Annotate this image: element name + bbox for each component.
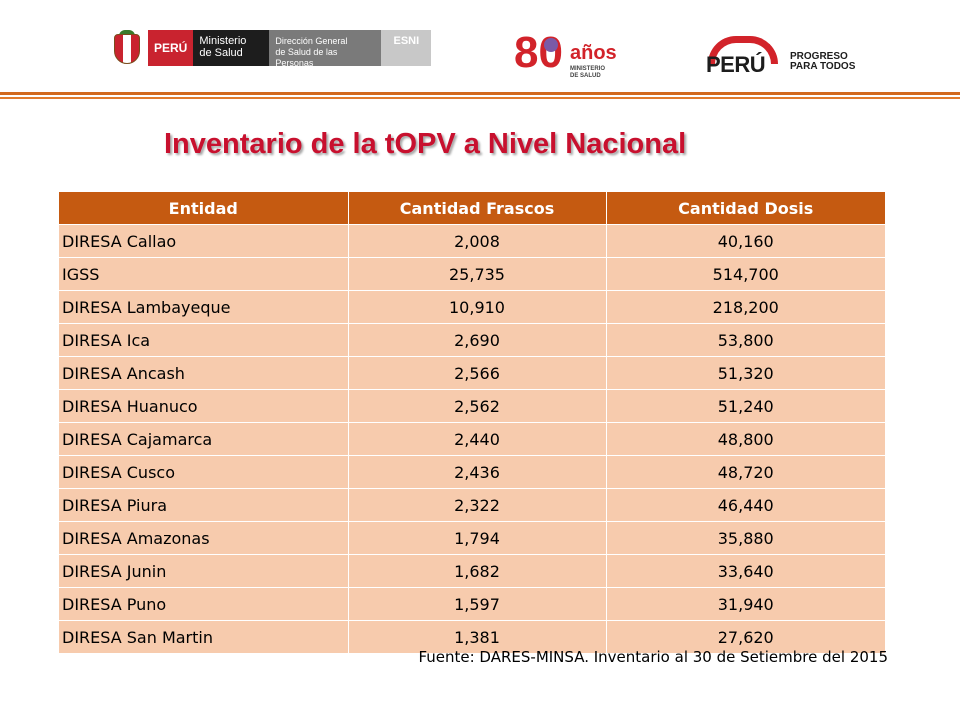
header-divider <box>0 92 960 102</box>
minsa-direction-label: Dirección General de Salud de las Person… <box>269 30 382 68</box>
anniversary-number: 80 <box>514 28 563 77</box>
page-title: Inventario de la tOPV a Nivel Nacional <box>164 128 687 160</box>
column-header-frascos: Cantidad Frascos <box>348 192 607 225</box>
table-row: DIRESA Huanuco 2,562 51,240 <box>59 389 885 423</box>
arc-icon <box>708 36 778 64</box>
cell-entidad: DIRESA Junin <box>59 554 349 588</box>
column-header-entidad: Entidad <box>59 192 349 225</box>
cell-entidad: DIRESA Ica <box>59 323 349 357</box>
cell-frascos: 1,682 <box>348 554 607 588</box>
esni-label: ESNI <box>381 30 432 66</box>
source-note: Fuente: DARES-MINSA. Inventario al 30 de… <box>418 648 888 666</box>
inventory-table: Entidad Cantidad Frascos Cantidad Dosis … <box>59 192 885 653</box>
table-row: DIRESA Piura 2,322 46,440 <box>59 488 885 522</box>
anniversary-logo: 80 años MINISTERIO DE SALUD <box>514 28 620 84</box>
table-row: DIRESA Amazonas 1,794 35,880 <box>59 521 885 555</box>
cell-dosis: 31,940 <box>606 587 885 621</box>
cell-entidad: DIRESA Ancash <box>59 356 349 390</box>
cell-frascos: 1,597 <box>348 587 607 621</box>
government-tagline: PROGRESO PARA TODOS <box>790 51 856 72</box>
cell-frascos: 2,322 <box>348 488 607 522</box>
cell-entidad: DIRESA Amazonas <box>59 521 349 555</box>
cell-dosis: 514,700 <box>606 257 885 291</box>
table-row: DIRESA Junin 1,682 33,640 <box>59 554 885 588</box>
cell-entidad: DIRESA Piura <box>59 488 349 522</box>
cell-dosis: 33,640 <box>606 554 885 588</box>
cell-frascos: 2,690 <box>348 323 607 357</box>
cell-frascos: 2,566 <box>348 356 607 390</box>
minsa-logo: PERÚ Ministerio de Salud Dirección Gener… <box>110 30 432 68</box>
column-header-dosis: Cantidad Dosis <box>606 192 885 225</box>
anniversary-word: años <box>570 42 617 64</box>
cell-dosis: 53,800 <box>606 323 885 357</box>
table-row: DIRESA Puno 1,597 31,940 <box>59 587 885 621</box>
cell-dosis: 48,720 <box>606 455 885 489</box>
cell-dosis: 51,240 <box>606 389 885 423</box>
cell-frascos: 2,008 <box>348 224 607 258</box>
cell-frascos: 1,794 <box>348 521 607 555</box>
table-row: DIRESA San Martin 1,381 27,620 <box>59 620 885 653</box>
cell-entidad: DIRESA Huanuco <box>59 389 349 423</box>
anniversary-subtitle: MINISTERIO DE SALUD <box>570 66 606 79</box>
table-row: DIRESA Cajamarca 2,440 48,800 <box>59 422 885 456</box>
cell-entidad: DIRESA Puno <box>59 587 349 621</box>
cell-frascos: 2,562 <box>348 389 607 423</box>
cell-dosis: 40,160 <box>606 224 885 258</box>
table-row: IGSS 25,735 514,700 <box>59 257 885 291</box>
cell-dosis: 27,620 <box>606 620 885 653</box>
cell-frascos: 25,735 <box>348 257 607 291</box>
government-word: PERÚ <box>706 52 766 77</box>
cell-frascos: 10,910 <box>348 290 607 324</box>
heart-icon <box>544 38 558 52</box>
table-header-row: Entidad Cantidad Frascos Cantidad Dosis <box>59 192 885 225</box>
cell-dosis: 48,800 <box>606 422 885 456</box>
cell-dosis: 51,320 <box>606 356 885 390</box>
cell-frascos: 2,440 <box>348 422 607 456</box>
government-logo: PERÚ PROGRESO PARA TODOS <box>704 34 874 77</box>
minsa-country-label: PERÚ <box>148 30 194 66</box>
table-row: DIRESA Ica 2,690 53,800 <box>59 323 885 357</box>
cell-entidad: DIRESA Lambayeque <box>59 290 349 324</box>
cell-frascos: 1,381 <box>348 620 607 653</box>
cell-dosis: 35,880 <box>606 521 885 555</box>
minsa-ministry-label: Ministerio de Salud <box>193 30 270 66</box>
cell-entidad: IGSS <box>59 257 349 291</box>
coat-of-arms-icon <box>110 30 144 66</box>
cell-entidad: DIRESA San Martin <box>59 620 349 653</box>
cell-entidad: DIRESA Cusco <box>59 455 349 489</box>
table-row: DIRESA Cusco 2,436 48,720 <box>59 455 885 489</box>
cell-entidad: DIRESA Callao <box>59 224 349 258</box>
table-row: DIRESA Ancash 2,566 51,320 <box>59 356 885 390</box>
table-row: DIRESA Callao 2,008 40,160 <box>59 224 885 258</box>
cell-dosis: 46,440 <box>606 488 885 522</box>
cell-entidad: DIRESA Cajamarca <box>59 422 349 456</box>
table-row: DIRESA Lambayeque 10,910 218,200 <box>59 290 885 324</box>
cell-frascos: 2,436 <box>348 455 607 489</box>
cell-dosis: 218,200 <box>606 290 885 324</box>
